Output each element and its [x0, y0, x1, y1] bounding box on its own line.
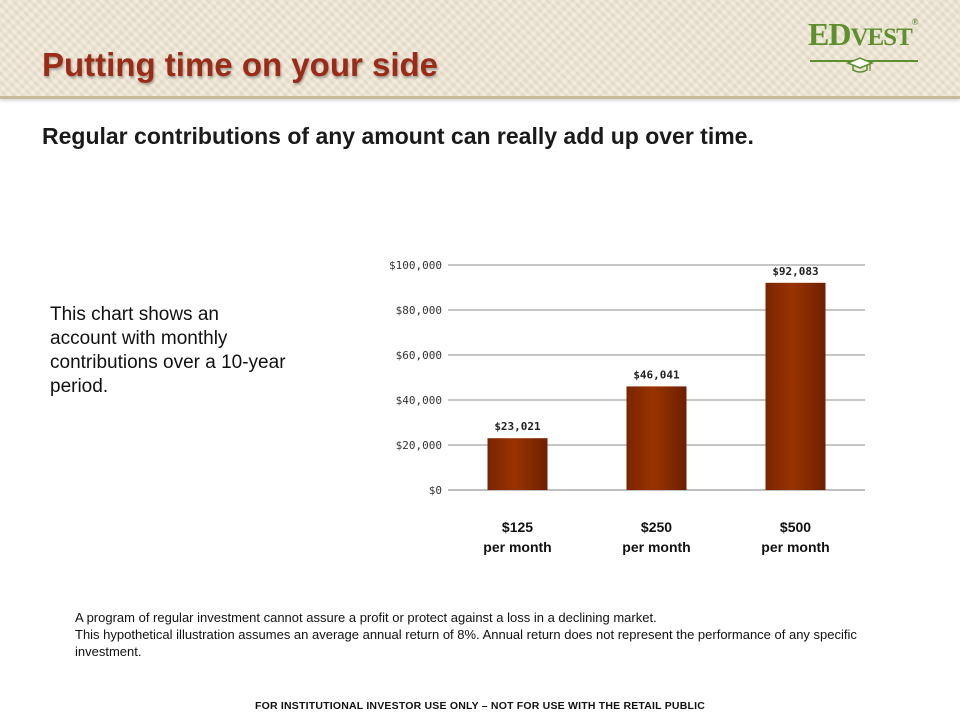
disclaimer: A program of regular investment cannot a… — [75, 609, 875, 660]
category-label: $250 — [641, 519, 672, 535]
chart-description: This chart shows an account with monthly… — [50, 304, 286, 397]
category-label: $125 — [502, 519, 533, 535]
graduation-cap-icon — [846, 57, 874, 73]
y-tick-label: $0 — [429, 484, 442, 497]
header-banner: Putting time on your side EDVEST® — [0, 0, 960, 99]
data-label: $92,083 — [772, 265, 818, 278]
category-label: $500 — [780, 519, 811, 535]
y-tick-label: $80,000 — [396, 304, 442, 317]
category-label: per month — [761, 539, 829, 555]
footer-notice: FOR INSTITUTIONAL INVESTOR USE ONLY – NO… — [255, 700, 705, 712]
logo-rest: VEST — [850, 24, 912, 51]
page-title: Putting time on your side — [42, 46, 439, 83]
bar-chart: $0 $20,000 $40,000 $60,000 $80,000 $100,000 $2… — [389, 259, 865, 555]
disclaimer-line: A program of regular investment cannot a… — [75, 610, 657, 625]
logo-wordmark: EDVEST® — [808, 16, 919, 52]
y-tick-label: $60,000 — [396, 349, 442, 362]
disclaimer-line: This hypothetical illustration assumes a… — [75, 627, 857, 659]
bar — [626, 386, 687, 490]
bar — [487, 438, 548, 490]
bar — [765, 282, 826, 490]
edvest-logo: EDVEST® — [808, 18, 928, 76]
y-tick-label: $100,000 — [389, 259, 442, 272]
category-label: per month — [622, 539, 690, 555]
logo-registered-mark: ® — [911, 17, 919, 27]
y-tick-label: $40,000 — [396, 394, 442, 407]
data-label: $46,041 — [633, 368, 680, 381]
data-label: $23,021 — [494, 420, 541, 433]
subtitle: Regular contributions of any amount can … — [42, 123, 754, 149]
category-label: per month — [483, 539, 551, 555]
logo-main: ED — [808, 16, 851, 52]
y-tick-label: $20,000 — [396, 439, 442, 452]
